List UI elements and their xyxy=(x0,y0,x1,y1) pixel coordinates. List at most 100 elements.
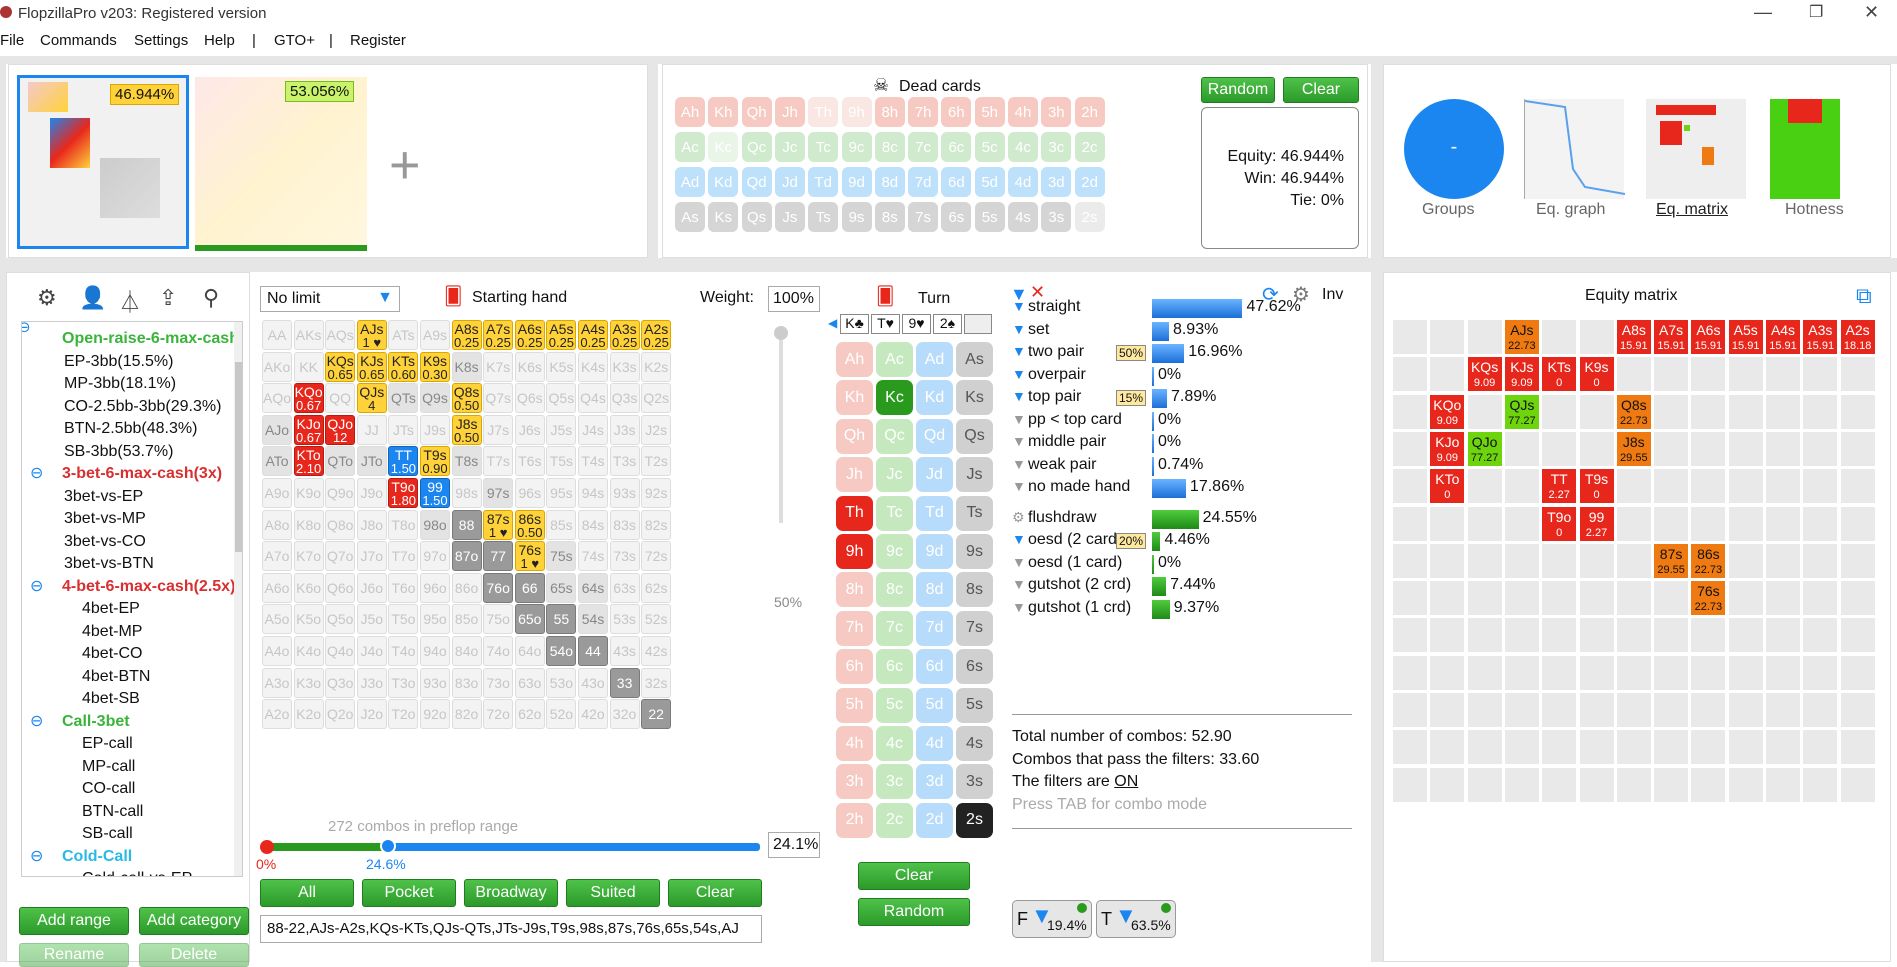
hand-cell[interactable]: Q6o xyxy=(325,572,356,603)
turn-card[interactable]: Qc xyxy=(876,418,913,454)
tree-item[interactable]: 4bet-EP xyxy=(82,600,140,617)
hand-cell[interactable]: KK xyxy=(293,351,324,382)
turn-card[interactable]: Kh xyxy=(836,380,873,416)
hand-cell[interactable]: K4o xyxy=(293,636,324,666)
hand-cell[interactable]: 72s xyxy=(641,541,672,572)
board-left-arrow-icon[interactable]: ◀ xyxy=(828,316,838,330)
hand-cell[interactable]: 64s xyxy=(578,572,608,603)
broadway-button[interactable]: Broadway xyxy=(464,879,558,907)
board-slot-empty[interactable] xyxy=(964,314,992,334)
hotness-label[interactable]: Hotness xyxy=(1785,201,1844,218)
dead-card[interactable]: Qs xyxy=(741,202,772,232)
hand-cell[interactable]: 64o xyxy=(514,636,545,666)
tree-item[interactable]: 4bet-BTN xyxy=(82,667,151,685)
dead-card[interactable]: 8h xyxy=(874,97,905,127)
dead-card[interactable]: Ks xyxy=(708,202,739,232)
filter-funnel-icon[interactable]: ⚙ xyxy=(1012,508,1025,525)
turn-card[interactable]: 7s xyxy=(956,610,993,646)
hand-cell[interactable]: A6s 0.25 xyxy=(514,320,545,350)
hand-cell[interactable]: JTs xyxy=(388,414,419,445)
turn-card[interactable]: 9d xyxy=(916,534,953,569)
hand-cell[interactable]: 95s xyxy=(546,478,577,508)
eq-matrix-cell[interactable]: A4s 15.91 xyxy=(1765,319,1801,355)
eq-matrix-cell[interactable]: A3s 15.91 xyxy=(1802,319,1839,355)
hand-cell[interactable]: 75s xyxy=(546,541,577,572)
hand-cell[interactable]: 82o xyxy=(451,699,482,730)
hand-cell[interactable]: Q7s xyxy=(483,383,514,414)
hand-cell[interactable]: 54o xyxy=(546,636,577,666)
dead-card[interactable]: 2s xyxy=(1074,202,1105,232)
hand-cell[interactable]: T2s xyxy=(641,446,672,477)
hand-cell[interactable]: J6o xyxy=(356,572,387,603)
dead-card[interactable]: Qh xyxy=(741,97,772,127)
eq-matrix-label[interactable]: Eq. matrix xyxy=(1656,201,1729,218)
hand-cell[interactable]: 22 xyxy=(641,699,672,730)
collapse-icon[interactable]: ⊖ xyxy=(30,712,44,730)
hand-cell[interactable]: 44 xyxy=(578,636,608,666)
hand-cell[interactable]: T7o xyxy=(388,541,419,572)
hand-cell[interactable]: 62o xyxy=(514,699,545,730)
menu-commands[interactable]: Commands xyxy=(40,32,117,49)
dead-card[interactable]: 5h xyxy=(974,97,1005,127)
hand-cell[interactable]: K2s xyxy=(641,351,672,382)
hand-cell[interactable]: 95o xyxy=(420,604,450,635)
hand-cell[interactable]: 73o xyxy=(483,667,514,698)
hand-cell[interactable]: K2o xyxy=(293,699,324,730)
hand-cell[interactable]: A6o xyxy=(262,572,292,603)
dead-card[interactable]: Js xyxy=(774,202,805,232)
hand-cell[interactable]: Q9o xyxy=(325,478,356,508)
hand-cell[interactable]: 33 xyxy=(609,667,640,698)
tree-item[interactable]: Open-raise-6-max-cash xyxy=(62,330,239,347)
tree-item[interactable]: MP-3bb(18.1%) xyxy=(64,375,177,392)
search-icon[interactable]: ⚲ xyxy=(203,285,220,310)
hand-cell[interactable]: K9s 0.30 xyxy=(420,351,450,382)
refresh-icon[interactable]: ⟳ xyxy=(1262,284,1279,306)
hand-cell[interactable]: 55 xyxy=(546,604,577,635)
hand-cell[interactable]: T8o xyxy=(388,509,419,540)
hand-cell[interactable]: 62s xyxy=(641,572,672,603)
hand-cell[interactable]: AQs xyxy=(325,320,356,350)
limit-select[interactable]: No limit ▼ xyxy=(260,286,400,312)
tree-item[interactable]: 4bet-MP xyxy=(82,622,143,640)
turn-card[interactable]: 6h xyxy=(836,649,873,685)
hand-cell[interactable]: ATo xyxy=(262,446,292,477)
tree-item[interactable]: EP-3bb(15.5%) xyxy=(64,352,174,370)
hand-cell[interactable]: 74o xyxy=(483,636,514,666)
hand-cell[interactable]: 74s xyxy=(578,541,608,572)
turn-card[interactable]: Js xyxy=(956,457,993,493)
dead-card[interactable]: Jh xyxy=(774,97,805,127)
weight-slider[interactable] xyxy=(779,328,783,523)
collapse-icon[interactable]: ⊖ xyxy=(30,465,44,482)
hand-cell[interactable]: 65o xyxy=(514,604,545,635)
hand-cell[interactable]: 85s xyxy=(546,509,577,540)
hand-cell[interactable]: K7s xyxy=(483,351,514,382)
hand-cell[interactable]: T6s xyxy=(514,446,545,477)
menu-help[interactable]: Help xyxy=(204,32,235,49)
turn-card[interactable]: Jc xyxy=(876,457,913,493)
tree-item[interactable]: SB-call xyxy=(82,825,133,842)
hand-cell[interactable]: 53s xyxy=(609,604,640,635)
filter-name[interactable]: oesd (1 card) xyxy=(1028,553,1123,571)
tree-item[interactable]: 3bet-vs-BTN xyxy=(64,555,154,572)
eq-matrix-cell[interactable]: T9o 0 xyxy=(1541,505,1578,542)
hand-cell[interactable]: K5s xyxy=(546,351,577,382)
turn-card[interactable]: 5s xyxy=(956,687,993,723)
hand-cell[interactable]: T3o xyxy=(388,667,419,698)
tree-item[interactable]: 3bet-vs-CO xyxy=(64,532,146,550)
hand-cell[interactable]: T9o 1.80 xyxy=(388,478,419,508)
filter-name[interactable]: gutshot (1 crd) xyxy=(1028,598,1132,616)
hand-cell[interactable]: 82s xyxy=(641,509,672,540)
hand-cell[interactable]: J5s xyxy=(546,414,577,445)
turn-card[interactable]: Tc xyxy=(876,495,913,531)
add-range-plus-icon[interactable]: + xyxy=(389,135,421,195)
turn-card[interactable]: 7d xyxy=(916,610,953,646)
filter-name[interactable]: set xyxy=(1028,320,1050,338)
hand-cell[interactable]: 88 xyxy=(451,509,482,540)
hand-cell[interactable]: 85o xyxy=(451,604,482,635)
eq-matrix-cell[interactable]: A8s 15.91 xyxy=(1615,319,1652,355)
hand-cell[interactable]: AQo xyxy=(262,383,292,414)
hand-cell[interactable]: A2s 0.25 xyxy=(641,320,672,350)
hand-cell[interactable]: K4s xyxy=(578,351,608,382)
eq-matrix-cell[interactable]: Q8s 22.73 xyxy=(1615,393,1652,430)
hand-cell[interactable]: 54s xyxy=(578,604,608,635)
